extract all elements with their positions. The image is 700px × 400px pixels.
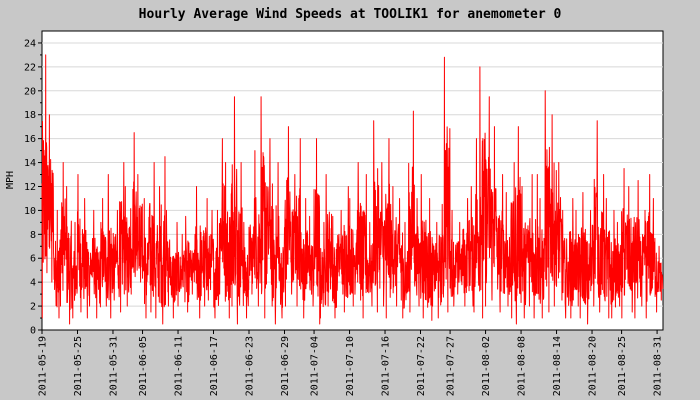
y-tick-label: 16 — [24, 134, 36, 145]
y-tick-label: 22 — [24, 62, 36, 73]
y-tick-label: 6 — [30, 254, 36, 265]
y-axis-label: MPH — [5, 171, 16, 189]
x-tick-label: 2011-06-23 — [245, 336, 256, 396]
x-tick-label: 2011-07-10 — [345, 336, 356, 396]
x-tick-label: 2011-08-25 — [617, 336, 628, 396]
x-tick-label: 2011-07-04 — [310, 336, 321, 396]
series-line — [41, 54, 664, 325]
x-tick-label: 2011-08-31 — [653, 336, 664, 396]
x-tick-label: 2011-05-25 — [73, 336, 84, 396]
y-tick-label: 20 — [24, 86, 36, 97]
y-tick-label: 8 — [30, 230, 36, 241]
y-tick-label: 10 — [24, 206, 36, 217]
x-tick-label: 2011-07-22 — [416, 336, 427, 396]
y-tick-label: 18 — [24, 110, 36, 121]
x-tick-label: 2011-08-20 — [588, 336, 599, 396]
x-tick-label: 2011-06-05 — [138, 336, 149, 396]
y-tick-label: 12 — [24, 182, 36, 193]
x-tick-label: 2011-08-02 — [481, 336, 492, 396]
x-tick-label: 2011-08-14 — [552, 336, 563, 396]
x-tick-label: 2011-06-17 — [209, 336, 220, 396]
x-tick-label: 2011-06-29 — [280, 336, 291, 396]
y-tick-label: 2 — [30, 302, 36, 313]
x-tick-label: 2011-08-08 — [517, 336, 528, 396]
series-group — [41, 54, 664, 325]
x-tick-label: 2011-07-27 — [446, 336, 457, 396]
y-tick-label: 4 — [30, 278, 36, 289]
x-tick-label: 2011-07-16 — [381, 336, 392, 396]
x-axis: 2011-05-19 2011-05-25 2011-05-31 2011-06-05… — [38, 330, 664, 396]
chart-title: Hourly Average Wind Speeds at TOOLIK1 fo… — [139, 7, 562, 22]
x-tick-label: 2011-05-31 — [108, 336, 119, 396]
y-tick-label: 24 — [24, 38, 36, 49]
x-tick-label: 2011-05-19 — [38, 336, 49, 396]
x-tick-label: 2011-06-11 — [174, 336, 185, 396]
y-tick-label: 0 — [30, 326, 36, 337]
y-tick-label: 14 — [24, 158, 36, 169]
